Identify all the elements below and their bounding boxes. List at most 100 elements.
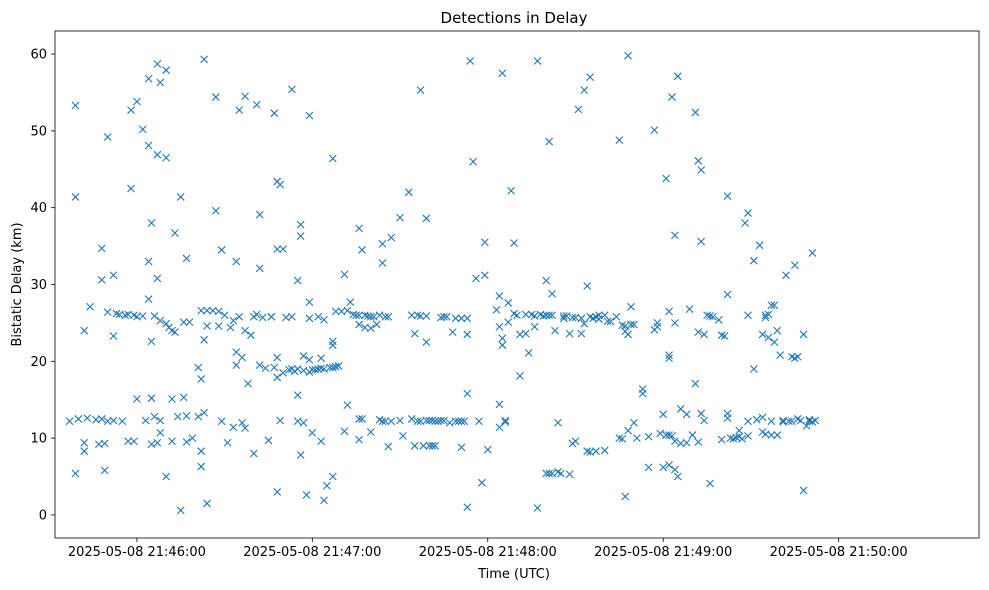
data-point bbox=[238, 353, 247, 362]
data-point bbox=[697, 409, 706, 418]
data-point bbox=[121, 311, 130, 320]
data-point bbox=[273, 245, 282, 254]
data-point bbox=[577, 314, 586, 323]
data-point bbox=[723, 192, 732, 201]
data-point bbox=[571, 437, 580, 446]
data-point bbox=[624, 51, 633, 60]
data-point bbox=[694, 156, 703, 165]
data-point bbox=[130, 437, 138, 446]
data-point bbox=[530, 322, 539, 331]
data-point bbox=[665, 307, 673, 316]
data-point bbox=[413, 311, 422, 320]
data-point bbox=[305, 111, 314, 120]
data-point bbox=[302, 491, 311, 499]
data-point bbox=[568, 313, 577, 322]
data-point bbox=[445, 418, 454, 427]
data-point bbox=[612, 312, 621, 321]
data-point bbox=[109, 332, 118, 340]
data-point bbox=[109, 271, 118, 280]
y-tick-label: 60 bbox=[30, 48, 47, 63]
data-point bbox=[735, 426, 744, 435]
data-point bbox=[384, 312, 393, 321]
data-point bbox=[673, 472, 682, 481]
data-point bbox=[416, 312, 425, 320]
data-point bbox=[545, 469, 554, 478]
data-point bbox=[162, 153, 171, 162]
y-tick-label: 30 bbox=[30, 278, 47, 293]
data-point bbox=[273, 373, 282, 382]
data-point bbox=[530, 312, 539, 320]
data-point bbox=[422, 338, 431, 347]
data-point bbox=[580, 86, 589, 95]
data-point bbox=[200, 335, 209, 344]
data-point bbox=[299, 352, 308, 360]
data-point bbox=[153, 60, 162, 68]
data-point bbox=[706, 479, 714, 488]
data-point bbox=[109, 416, 118, 425]
data-point bbox=[600, 446, 609, 455]
data-point bbox=[244, 379, 252, 388]
data-point bbox=[644, 432, 653, 441]
data-point bbox=[802, 421, 811, 430]
data-point bbox=[100, 439, 109, 448]
data-point bbox=[127, 106, 135, 115]
data-point bbox=[480, 271, 489, 280]
x-tick-label: 2025-05-08 21:48:00 bbox=[419, 545, 557, 560]
data-point bbox=[71, 101, 80, 110]
data-point bbox=[744, 311, 752, 320]
data-point bbox=[258, 313, 267, 322]
data-point bbox=[387, 417, 396, 426]
data-point bbox=[200, 55, 209, 64]
data-point bbox=[615, 434, 624, 443]
data-point bbox=[65, 417, 74, 426]
data-point bbox=[556, 469, 565, 478]
data-point bbox=[650, 126, 659, 134]
data-point bbox=[255, 361, 264, 370]
data-point bbox=[799, 486, 808, 495]
data-point bbox=[694, 328, 703, 337]
data-point bbox=[293, 365, 302, 373]
data-point bbox=[498, 334, 507, 343]
data-point bbox=[232, 361, 241, 370]
data-point bbox=[223, 438, 232, 447]
data-point bbox=[697, 237, 706, 246]
data-point bbox=[457, 314, 466, 323]
data-point bbox=[247, 331, 255, 340]
axis-ticks: 2025-05-08 21:46:00 2025-05-08 21:47:00 20… bbox=[30, 48, 907, 560]
data-point bbox=[565, 470, 574, 479]
data-point bbox=[463, 314, 472, 323]
data-point bbox=[574, 105, 583, 114]
data-point bbox=[665, 354, 673, 363]
data-point bbox=[144, 295, 153, 303]
data-point bbox=[717, 331, 726, 340]
data-point bbox=[723, 290, 732, 299]
data-point bbox=[744, 417, 752, 426]
data-point bbox=[682, 410, 691, 419]
data-point bbox=[162, 66, 171, 75]
data-point bbox=[331, 362, 340, 371]
data-point bbox=[168, 437, 176, 446]
x-tick-label: 2025-05-08 21:49:00 bbox=[594, 545, 732, 560]
data-point bbox=[548, 311, 556, 320]
data-point bbox=[697, 166, 706, 174]
data-point bbox=[387, 233, 396, 242]
data-point bbox=[176, 193, 185, 201]
data-point bbox=[279, 245, 287, 254]
data-point bbox=[665, 461, 673, 469]
data-point bbox=[542, 276, 551, 285]
data-point bbox=[83, 414, 92, 423]
data-point bbox=[510, 239, 518, 247]
data-point bbox=[182, 254, 191, 263]
data-point bbox=[270, 363, 279, 372]
data-point bbox=[293, 276, 302, 285]
data-point bbox=[764, 333, 773, 342]
data-point bbox=[671, 231, 679, 240]
data-point bbox=[328, 472, 337, 481]
data-point bbox=[366, 324, 375, 333]
x-tick-label: 2025-05-08 21:46:00 bbox=[68, 545, 206, 560]
data-point bbox=[296, 232, 305, 240]
data-point bbox=[71, 469, 80, 478]
data-point bbox=[203, 322, 211, 330]
data-point bbox=[235, 312, 244, 321]
data-point bbox=[179, 393, 188, 402]
